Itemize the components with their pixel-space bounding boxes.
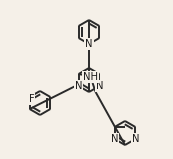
Text: NH: NH [83,72,98,82]
Text: F: F [29,94,34,104]
Text: N: N [96,81,103,91]
Text: N: N [75,81,82,91]
Text: N: N [111,134,118,144]
Text: N: N [85,39,93,49]
Text: N: N [132,134,139,144]
